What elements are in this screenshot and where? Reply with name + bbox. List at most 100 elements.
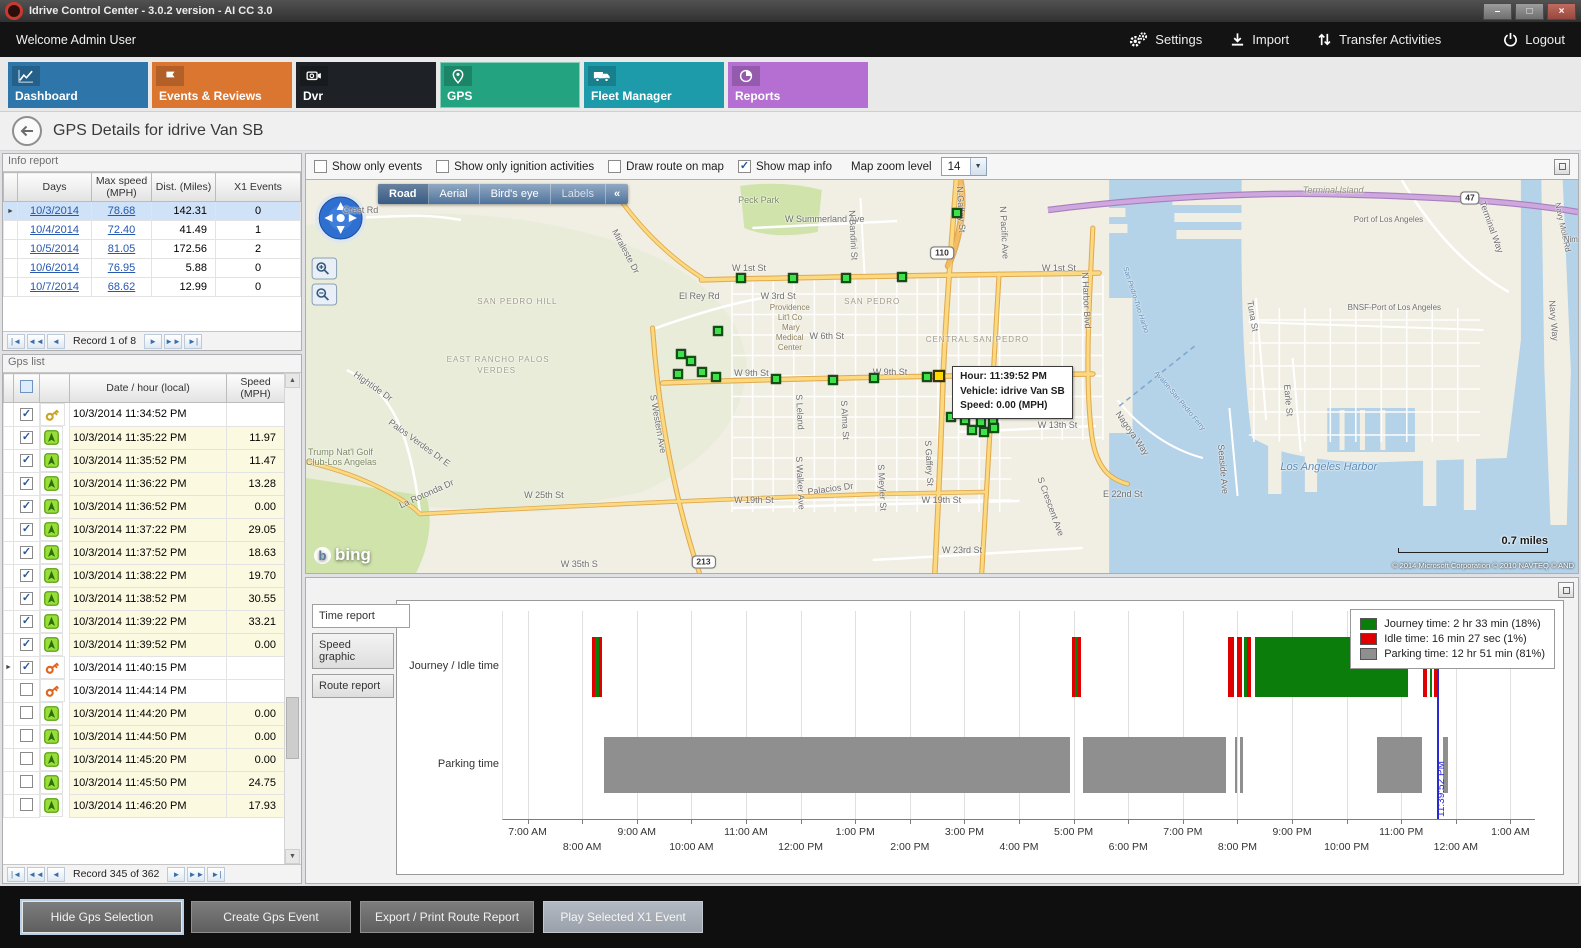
map-marker[interactable] xyxy=(897,272,907,282)
pager-button[interactable]: ◄ xyxy=(47,867,65,882)
scroll-down-button[interactable]: ▼ xyxy=(285,849,300,864)
checkbox-draw-route-on-map[interactable] xyxy=(608,160,621,173)
map-style-bird-s-eye[interactable]: Bird's eye xyxy=(480,184,551,204)
max-speed-column-header[interactable]: Max speed (MPH) xyxy=(92,173,152,202)
pager-button[interactable]: ◄◄ xyxy=(27,867,45,882)
checkbox-show-only-ignition-activities[interactable] xyxy=(436,160,449,173)
tab-time-report[interactable]: Time report xyxy=(312,604,410,628)
map[interactable]: Peck ParkW Summerland AveCrest RdMirales… xyxy=(306,179,1578,573)
info-report-row[interactable]: ►10/3/201478.68142.310 xyxy=(4,202,301,221)
map-option-show-map-info[interactable]: ✓Show map info xyxy=(738,160,832,173)
gps-list-row[interactable]: 10/3/2014 11:44:20 PM0.00 xyxy=(4,702,285,725)
datetime-value[interactable]: 10/3/2014 11:38:22 PM xyxy=(70,564,227,587)
export-print-route-report-button[interactable]: Export / Print Route Report xyxy=(360,901,534,933)
info-report-row[interactable]: 10/7/201468.6212.990 xyxy=(4,278,301,297)
datetime-value[interactable]: 10/3/2014 11:45:50 PM xyxy=(70,771,227,794)
map-style-aerial[interactable]: Aerial xyxy=(429,184,480,204)
datetime-value[interactable]: 10/3/2014 11:44:14 PM xyxy=(70,679,227,702)
row-checkbox[interactable] xyxy=(20,729,33,742)
map-marker[interactable] xyxy=(828,375,838,385)
scrollbar-thumb[interactable] xyxy=(286,697,299,759)
hide-gps-selection-button[interactable]: Hide Gps Selection xyxy=(22,901,182,933)
gps-list-row[interactable]: ►✓10/3/2014 11:40:15 PM xyxy=(4,656,285,679)
map-style-labels[interactable]: Labels xyxy=(551,184,606,204)
map-marker[interactable] xyxy=(713,326,723,336)
gps-list-row[interactable]: ✓10/3/2014 11:36:22 PM13.28 xyxy=(4,472,285,495)
datetime-value[interactable]: 10/3/2014 11:44:20 PM xyxy=(70,702,227,725)
settings-button[interactable]: Settings xyxy=(1128,31,1202,48)
tab-dashboard[interactable]: Dashboard xyxy=(8,62,148,108)
gps-list-row[interactable]: ✓10/3/2014 11:38:22 PM19.70 xyxy=(4,564,285,587)
gps-list-row[interactable]: ✓10/3/2014 11:37:52 PM18.63 xyxy=(4,541,285,564)
row-checkbox[interactable] xyxy=(20,798,33,811)
map-marker[interactable] xyxy=(686,356,696,366)
row-checkbox[interactable]: ✓ xyxy=(20,592,33,605)
datetime-value[interactable]: 10/3/2014 11:38:52 PM xyxy=(70,587,227,610)
row-checkbox[interactable]: ✓ xyxy=(20,638,33,651)
map-marker[interactable] xyxy=(673,369,683,379)
gps-list-row[interactable]: ✓10/3/2014 11:37:22 PM29.05 xyxy=(4,518,285,541)
day-link[interactable]: 10/4/2014 xyxy=(18,221,92,240)
minimize-button[interactable]: – xyxy=(1483,3,1512,20)
day-link[interactable]: 10/7/2014 xyxy=(18,278,92,297)
pager-button[interactable]: ► xyxy=(167,867,185,882)
gps-list-row[interactable]: ✓10/3/2014 11:34:52 PM xyxy=(4,403,285,427)
row-checkbox[interactable]: ✓ xyxy=(20,500,33,513)
day-link[interactable]: 10/5/2014 xyxy=(18,240,92,259)
pager-button[interactable]: ◄◄ xyxy=(27,334,45,349)
tab-route-report[interactable]: Route report xyxy=(312,674,394,698)
map-marker[interactable] xyxy=(922,372,932,382)
pager-button[interactable]: ► xyxy=(144,334,162,349)
row-checkbox[interactable] xyxy=(20,683,33,696)
datetime-value[interactable]: 10/3/2014 11:39:22 PM xyxy=(70,610,227,633)
map-marker[interactable] xyxy=(841,273,851,283)
pager-button[interactable]: ►► xyxy=(164,334,182,349)
checkbox-show-only-events[interactable] xyxy=(314,160,327,173)
map-marker[interactable] xyxy=(736,273,746,283)
datetime-value[interactable]: 10/3/2014 11:45:20 PM xyxy=(70,748,227,771)
gps-list-row[interactable]: 10/3/2014 11:46:20 PM17.93 xyxy=(4,794,285,817)
maximize-button[interactable]: □ xyxy=(1515,3,1544,20)
gps-list-row[interactable]: ✓10/3/2014 11:38:52 PM30.55 xyxy=(4,587,285,610)
tab-events-reviews[interactable]: Events & Reviews xyxy=(152,62,292,108)
pager-button[interactable]: ►| xyxy=(184,334,202,349)
tab-reports[interactable]: Reports xyxy=(728,62,868,108)
back-button[interactable] xyxy=(12,116,42,146)
map-compass[interactable] xyxy=(315,193,366,243)
datetime-value[interactable]: 10/3/2014 11:39:52 PM xyxy=(70,633,227,656)
datetime-value[interactable]: 10/3/2014 11:44:50 PM xyxy=(70,725,227,748)
max-speed-link[interactable]: 72.40 xyxy=(92,221,152,240)
day-link[interactable]: 10/6/2014 xyxy=(18,259,92,278)
datetime-value[interactable]: 10/3/2014 11:40:15 PM xyxy=(70,656,227,679)
gps-list-row[interactable]: 10/3/2014 11:44:14 PM xyxy=(4,679,285,702)
map-marker[interactable] xyxy=(967,425,977,435)
map-marker[interactable] xyxy=(952,208,962,218)
datetime-value[interactable]: 10/3/2014 11:35:22 PM xyxy=(70,426,227,449)
close-button[interactable]: × xyxy=(1547,3,1576,20)
day-link[interactable]: 10/3/2014 xyxy=(18,202,92,221)
gps-list-row[interactable]: ✓10/3/2014 11:35:52 PM11.47 xyxy=(4,449,285,472)
logout-button[interactable]: Logout xyxy=(1503,32,1565,47)
map-marker[interactable] xyxy=(979,427,989,437)
gps-list-row[interactable]: ✓10/3/2014 11:39:52 PM0.00 xyxy=(4,633,285,656)
map-marker[interactable] xyxy=(869,373,879,383)
datetime-value[interactable]: 10/3/2014 11:37:22 PM xyxy=(70,518,227,541)
datetime-value[interactable]: 10/3/2014 11:36:52 PM xyxy=(70,495,227,518)
pager-button[interactable]: ►| xyxy=(207,867,225,882)
row-checkbox[interactable]: ✓ xyxy=(20,569,33,582)
tab-dvr[interactable]: Dvr xyxy=(296,62,436,108)
tab-fleet-manager[interactable]: Fleet Manager xyxy=(584,62,724,108)
map-zoom-select[interactable]: 14 ▼ xyxy=(941,157,987,176)
pager-button[interactable]: ◄ xyxy=(47,334,65,349)
max-speed-link[interactable]: 78.68 xyxy=(92,202,152,221)
map-style-road[interactable]: Road xyxy=(378,184,429,204)
tab-speed-graphic[interactable]: Speed graphic xyxy=(312,633,394,669)
gps-list-scrollbar[interactable]: ▲ ▼ xyxy=(284,373,301,864)
gps-list-row[interactable]: 10/3/2014 11:45:50 PM24.75 xyxy=(4,771,285,794)
days-column-header[interactable]: Days xyxy=(18,173,92,202)
datetime-value[interactable]: 10/3/2014 11:36:22 PM xyxy=(70,472,227,495)
tab-gps[interactable]: GPS xyxy=(440,62,580,108)
speed-column-header[interactable]: Speed (MPH) xyxy=(227,374,285,403)
gps-list-row[interactable]: 10/3/2014 11:44:50 PM0.00 xyxy=(4,725,285,748)
create-gps-event-button[interactable]: Create Gps Event xyxy=(191,901,351,933)
